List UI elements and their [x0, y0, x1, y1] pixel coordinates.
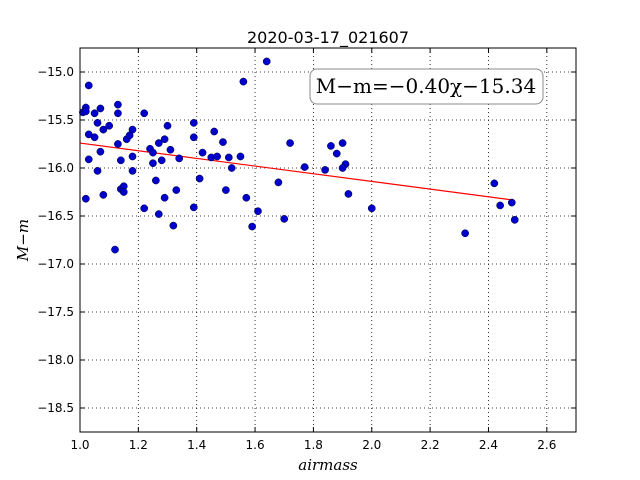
chart-title: 2020-03-17_021607 [247, 28, 409, 48]
data-point [213, 152, 221, 161]
data-point [189, 203, 198, 212]
y-axis-label: M−m [14, 219, 32, 262]
data-point [160, 135, 169, 144]
y-tick-label: −18.5 [37, 401, 74, 415]
data-point [105, 121, 114, 130]
data-point [198, 148, 207, 157]
data-point [344, 190, 353, 198]
y-tick-label: −15.5 [37, 113, 74, 127]
x-axis-label: airmass [298, 456, 358, 474]
data-point [327, 142, 335, 150]
x-tick-label: 1.2 [129, 438, 148, 452]
data-point [274, 178, 283, 187]
y-tick-label: −16.0 [37, 161, 74, 175]
data-point [338, 139, 347, 147]
data-point [210, 127, 219, 136]
data-point [172, 186, 181, 194]
data-point [496, 201, 504, 210]
data-point [111, 245, 119, 254]
annotation-box [309, 68, 544, 105]
data-point [332, 149, 341, 158]
data-point [157, 156, 166, 165]
data-point [321, 166, 329, 174]
data-point [239, 77, 248, 86]
data-point [242, 193, 251, 202]
x-tick-label: 2.4 [479, 438, 498, 452]
data-point [119, 188, 128, 196]
data-point [81, 194, 90, 203]
data-point [114, 100, 122, 109]
data-point [286, 139, 294, 147]
data-point [90, 133, 99, 142]
data-point [99, 125, 108, 134]
data-point [154, 210, 163, 218]
data-point [510, 215, 519, 224]
data-point [114, 140, 122, 148]
data-point [93, 167, 102, 175]
data-point [280, 215, 289, 223]
data-point [236, 152, 245, 161]
data-point [128, 167, 137, 175]
data-points [79, 57, 519, 254]
y-tick-label: −17.5 [37, 305, 74, 319]
x-tick-label: 1.8 [304, 438, 323, 452]
x-tick-label: 1.6 [246, 438, 265, 452]
fit-equation-annotation: M−m=−0.40χ−15.34 [309, 68, 544, 105]
data-point [90, 109, 99, 118]
data-point [222, 186, 230, 194]
data-point [154, 139, 163, 147]
data-point [149, 159, 157, 168]
data-point [152, 176, 160, 185]
data-point [507, 198, 516, 207]
y-tick-label: −17.0 [37, 257, 74, 271]
data-point [367, 204, 376, 213]
plot-border [79, 47, 577, 433]
data-point [262, 57, 271, 66]
data-point [248, 222, 256, 231]
annotation-text: M−m=−0.40χ−15.34 [316, 74, 536, 98]
y-axis-ticks: −15.0 −15.5 −16.0 −16.5 −17.0 −17.5 −18.0 −18.5 [37, 65, 576, 415]
data-point [96, 147, 105, 156]
data-point [254, 207, 262, 216]
data-point [169, 221, 178, 230]
data-point [128, 152, 137, 161]
data-point [93, 119, 102, 127]
data-point [140, 109, 149, 118]
y-tick-label: −18.0 [37, 353, 74, 367]
data-point [189, 133, 198, 142]
data-point [166, 145, 175, 154]
plot-area [80, 48, 576, 432]
data-point [219, 138, 227, 146]
data-point [160, 193, 169, 202]
x-tick-label: 1.0 [70, 438, 89, 452]
data-point [189, 119, 198, 127]
data-point [224, 153, 233, 162]
data-point [84, 155, 93, 164]
data-point [81, 107, 90, 116]
data-point [195, 174, 204, 183]
data-point [140, 204, 149, 213]
data-point [128, 125, 137, 134]
data-point [163, 121, 172, 130]
data-point [99, 191, 108, 199]
x-tick-label: 2.6 [537, 438, 556, 452]
data-point [227, 164, 236, 172]
data-point [116, 156, 125, 165]
data-point [300, 163, 309, 171]
y-tick-label: −15.0 [37, 65, 74, 79]
data-point [490, 179, 499, 188]
data-point [338, 164, 347, 172]
x-tick-label: 1.4 [187, 438, 206, 452]
x-tick-label: 2.0 [362, 438, 381, 452]
x-tick-label: 2.2 [421, 438, 440, 452]
data-point [149, 148, 157, 157]
data-point [96, 104, 105, 113]
data-point [114, 109, 122, 118]
data-point [175, 154, 184, 163]
x-axis-ticks: 1.0 1.2 1.4 1.6 1.8 2.0 2.2 2.4 2.6 [70, 48, 556, 452]
data-point [461, 229, 469, 238]
data-point [84, 81, 93, 90]
y-tick-label: −16.5 [37, 209, 74, 223]
